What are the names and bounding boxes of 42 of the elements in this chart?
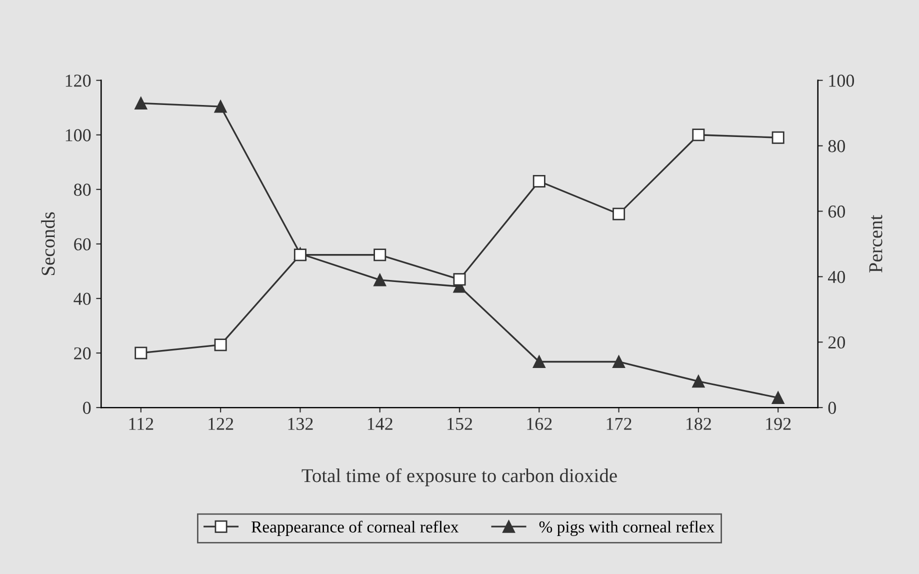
x-tick-label: 112 [129, 418, 154, 430]
y-tick-label: 80 [74, 184, 91, 196]
point [134, 97, 148, 110]
x-tick-label: 172 [606, 418, 632, 430]
legend-label: % pigs with corneal reflex [539, 520, 714, 536]
y2-axis-title: Percent [869, 214, 882, 273]
y2-tick-label: 20 [828, 336, 845, 349]
y-tick-label: 120 [66, 74, 91, 87]
y-tick-label: 20 [74, 347, 91, 360]
point [772, 391, 784, 404]
x-tick-label: 142 [368, 418, 392, 430]
y-tick-label: 0 [83, 402, 91, 414]
point [532, 174, 546, 188]
point [453, 273, 466, 286]
point [612, 355, 626, 368]
point [612, 208, 626, 220]
x-tick-label: 152 [448, 418, 472, 430]
y2-tick-label: 40 [828, 270, 845, 284]
point [374, 248, 386, 262]
y-tick-label: 40 [74, 292, 91, 305]
point [692, 375, 705, 388]
x-axis-title: Total time of exposure to carbon dioxide [302, 468, 617, 486]
y-tick-label: 100 [66, 129, 91, 142]
point [532, 355, 546, 368]
x-tick-label: 192 [766, 418, 791, 430]
y2-tick-label: 100 [829, 74, 854, 87]
y2-tick-label: 60 [828, 205, 845, 218]
point [214, 338, 227, 352]
x-tick-label: 122 [208, 418, 234, 430]
y2-tick-label: 80 [828, 140, 845, 152]
x-tick-label: 162 [527, 418, 552, 430]
point [772, 131, 784, 144]
y2-tick-label: 0 [828, 402, 836, 414]
y-axis-title: Seconds [41, 212, 55, 276]
point [214, 100, 227, 113]
point [692, 128, 705, 142]
x-tick-label: 182 [686, 418, 711, 430]
y-tick-label: 60 [74, 238, 91, 250]
point [374, 274, 386, 286]
point [134, 346, 148, 360]
legend-label: Reappearance of corneal reflex [252, 520, 459, 536]
x-tick-label: 132 [288, 418, 313, 430]
